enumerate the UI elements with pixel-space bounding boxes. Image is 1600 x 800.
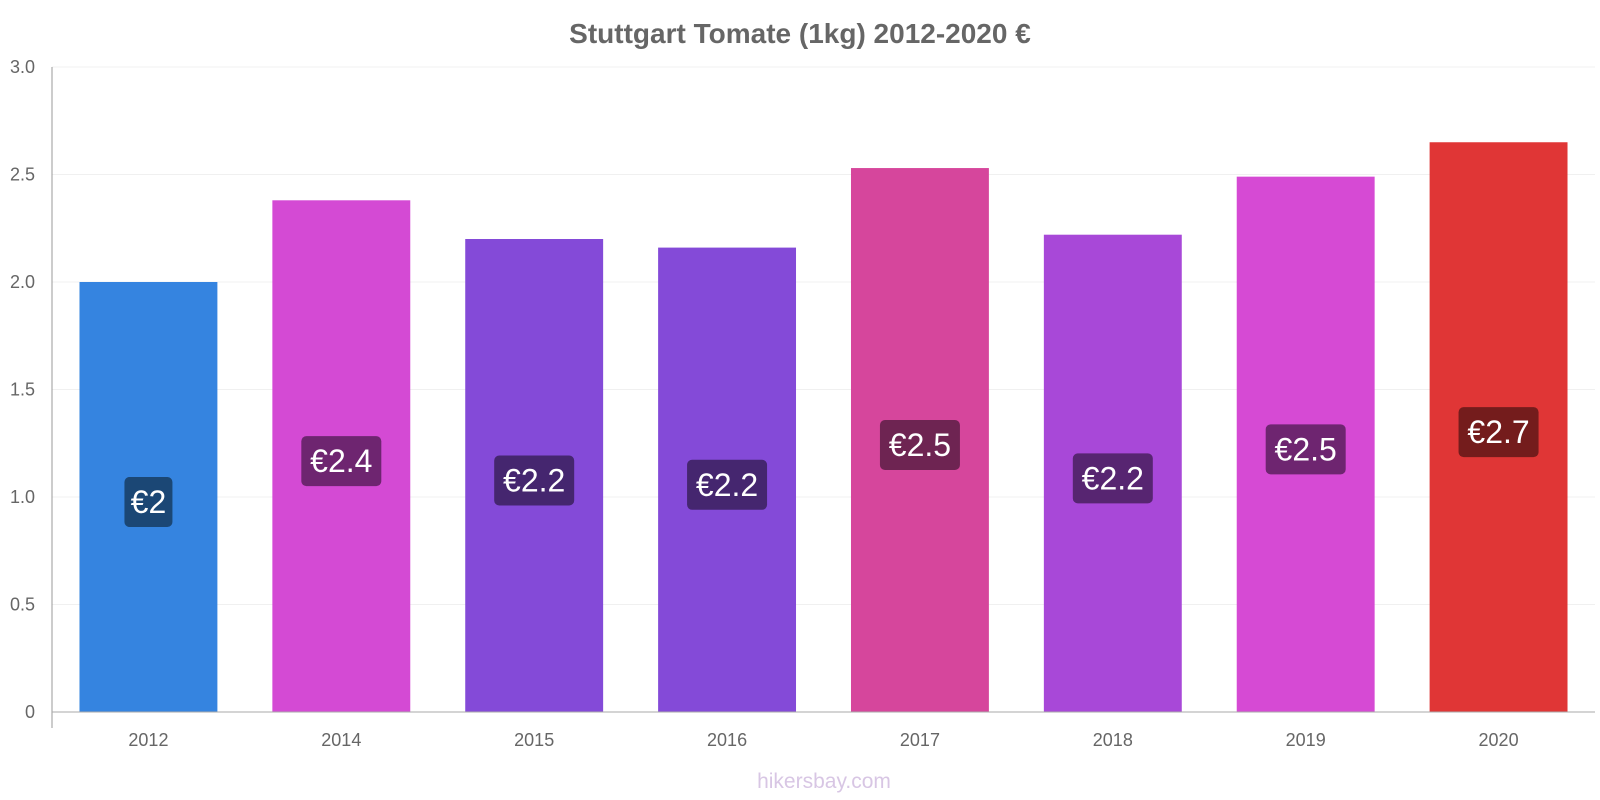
x-tick-label: 2018 — [1093, 730, 1133, 750]
data-label-badge — [1072, 453, 1153, 504]
y-tick-label: 1.0 — [10, 487, 35, 507]
data-label-badge — [301, 436, 382, 487]
y-tick-label: 2.5 — [10, 165, 35, 185]
x-tick-label: 2017 — [900, 730, 940, 750]
y-tick-label: 2.0 — [10, 272, 35, 292]
data-labels: €2 €2.4 €2.2 €2.2 €2.5 €2.2 €2.5 €2.7 — [124, 407, 1539, 527]
x-tick-label: 2014 — [321, 730, 361, 750]
data-label-badge — [494, 455, 575, 506]
y-tick-label: 0 — [25, 702, 35, 722]
x-tick-label: 2020 — [1479, 730, 1519, 750]
data-label: €2.5 — [1275, 431, 1337, 467]
data-label-badge — [879, 420, 960, 471]
data-label-badge — [1265, 424, 1346, 475]
data-label: €2.2 — [1082, 460, 1144, 496]
x-tick-label: 2012 — [128, 730, 168, 750]
data-label: €2.5 — [889, 427, 951, 463]
watermark: hikersbay.com — [757, 770, 891, 793]
y-tick-label: 1.5 — [10, 380, 35, 400]
y-tick-label: 3.0 — [10, 57, 35, 77]
data-label: €2.2 — [503, 463, 565, 499]
x-tick-label: 2019 — [1286, 730, 1326, 750]
chart-title: Stuttgart Tomate (1kg) 2012-2020 € — [569, 18, 1031, 49]
data-label: €2.2 — [696, 467, 758, 503]
axes: 0 0.5 1.0 1.5 2.0 2.5 3.0 2012 2014 2015 2016 2017 2… — [10, 57, 1595, 750]
data-label: €2 — [131, 484, 167, 520]
data-label-badge — [1458, 407, 1539, 458]
x-tick-label: 2016 — [707, 730, 747, 750]
data-label: €2.7 — [1467, 414, 1529, 450]
y-tick-label: 0.5 — [10, 595, 35, 615]
data-label-badge — [124, 477, 173, 527]
x-tick-label: 2015 — [514, 730, 554, 750]
data-label-badge — [687, 459, 768, 510]
data-label: €2.4 — [310, 443, 372, 479]
